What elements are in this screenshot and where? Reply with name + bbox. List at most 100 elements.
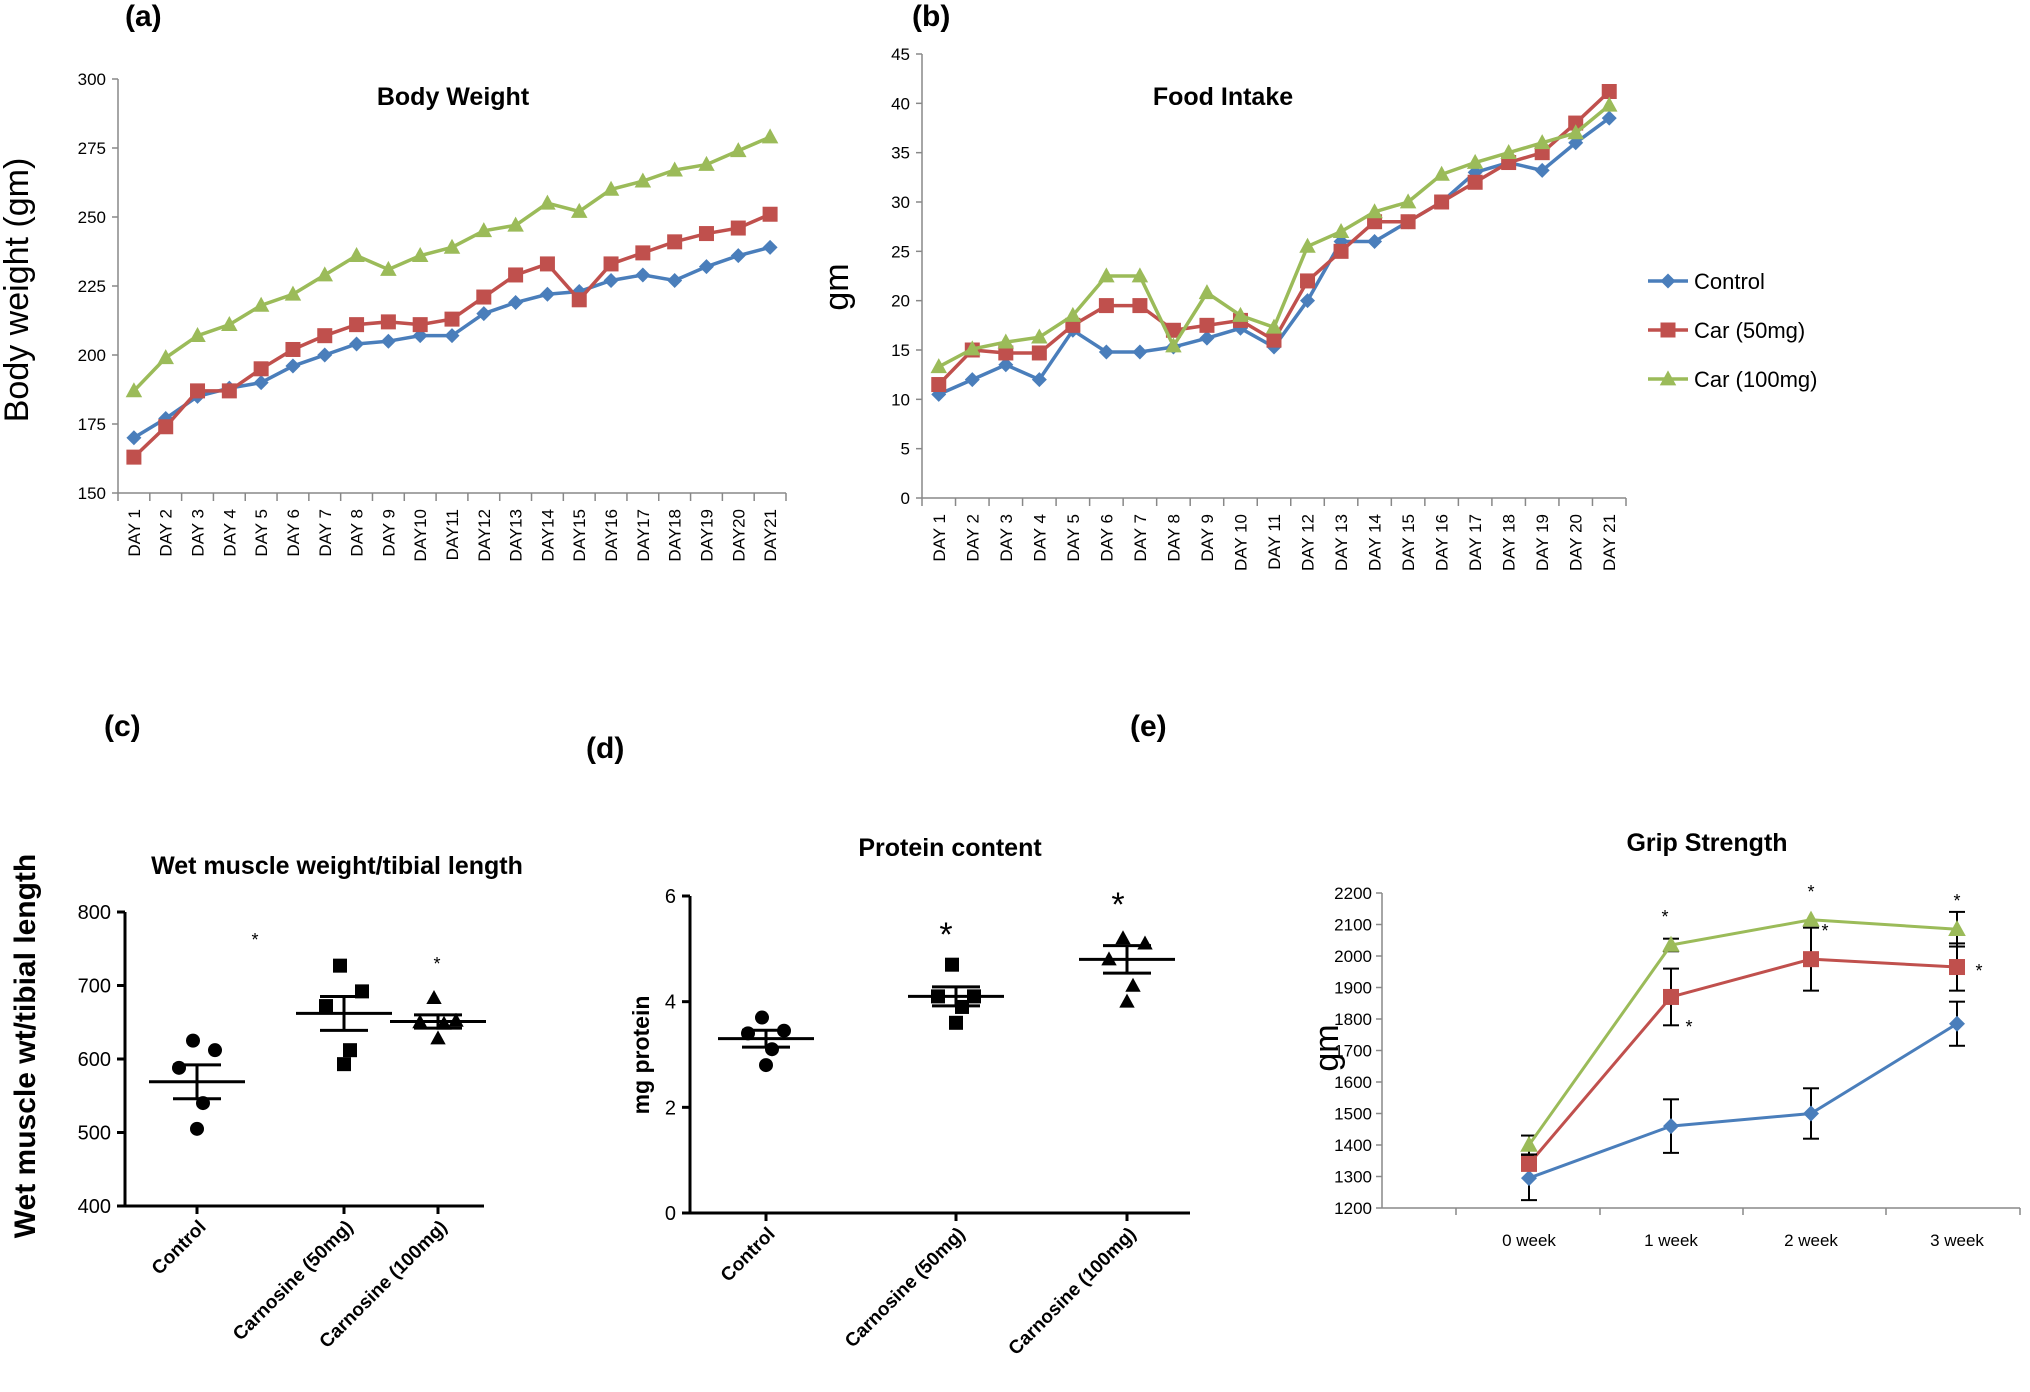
data-point: [221, 316, 238, 332]
data-point: [380, 314, 396, 330]
data-point: [1366, 203, 1383, 219]
x-tick-label: DAY 3: [189, 509, 208, 557]
data-point: [444, 328, 460, 344]
data-point: [1300, 273, 1316, 289]
y-tick-label: 6: [665, 886, 676, 908]
x-tick-label: DAY 2: [157, 509, 176, 557]
x-tick-label: DAY 17: [1466, 514, 1485, 571]
y-tick-label: 175: [78, 415, 106, 434]
y-axis-label: gm: [818, 263, 856, 310]
data-point: [1949, 1015, 1965, 1032]
data-point: [1266, 332, 1282, 348]
panel-label-b: (b): [912, 0, 950, 33]
x-tick-label: 1 week: [1644, 1231, 1698, 1250]
data-point: [698, 226, 714, 242]
data-point: [1802, 910, 1820, 927]
x-tick-label: DAY 5: [252, 509, 271, 557]
y-tick-label: 35: [891, 144, 910, 163]
data-point: [730, 220, 746, 236]
data-point: [476, 306, 492, 322]
data-point: [1601, 110, 1617, 126]
data-point: [949, 1015, 963, 1030]
series-line: [1528, 1022, 1958, 1180]
data-point: [380, 333, 396, 349]
data-point: [343, 1043, 357, 1058]
data-point: [730, 248, 746, 264]
x-tick-label: DAY 6: [1097, 514, 1116, 562]
data-point: [1125, 977, 1141, 992]
data-point: [412, 317, 428, 333]
x-tick-label: DAY 11: [1265, 514, 1284, 570]
data-point: [508, 267, 524, 283]
x-tick-label: DAY 1: [930, 514, 949, 562]
data-point: [730, 142, 747, 158]
data-point: [1115, 930, 1131, 945]
y-tick-label: 0: [901, 489, 910, 508]
data-point: [1031, 372, 1047, 388]
data-point: [253, 375, 269, 391]
data-point: [1119, 993, 1135, 1008]
y-tick-label: 2: [665, 1097, 676, 1119]
data-point: [221, 383, 237, 399]
x-tick-label: DAY 16: [1433, 514, 1452, 571]
data-point: [945, 957, 959, 972]
chart-food-intake: 0 5 10 15 20 25 30 35 40 45 DAY 1 DAY 2 DAY 3 DAY 4 DA…: [818, 45, 1817, 571]
x-tick-label: DAY 12: [1299, 514, 1318, 571]
y-tick-label: 275: [78, 139, 106, 158]
data-point: [765, 1042, 779, 1057]
data-point: [666, 161, 683, 177]
legend-marker: [1659, 370, 1677, 386]
data-point: [539, 194, 556, 210]
y-tick-label: 1300: [1334, 1168, 1372, 1187]
chart-wet-muscle: 400 500 600 700 800 Wet muscle weight/tibial …: [9, 852, 523, 1352]
data-point: [476, 289, 492, 305]
significance-star: *: [1661, 907, 1668, 927]
x-tick-label: Control: [717, 1224, 780, 1287]
x-tick-label: DAY 6: [284, 509, 303, 557]
y-tick-label: 1400: [1334, 1136, 1372, 1155]
x-tick-label: Control: [148, 1217, 211, 1280]
y-tick-label: 10: [891, 390, 910, 409]
y-tick-label: 1500: [1334, 1105, 1372, 1124]
data-point: [1199, 317, 1215, 333]
panel-label-a: (a): [125, 0, 162, 33]
significance-star: *: [1807, 882, 1814, 902]
data-point: [208, 1043, 222, 1058]
data-point: [1949, 959, 1965, 976]
y-tick-label: 225: [78, 277, 106, 296]
data-point: [436, 1015, 452, 1030]
data-point: [635, 245, 651, 261]
chart-protein-content: 0 2 4 6 Protein content mg protein Control Carn…: [628, 834, 1190, 1359]
y-tick-label: 250: [78, 208, 106, 227]
x-tick-label: DAY16: [602, 509, 621, 562]
data-point: [1165, 322, 1181, 338]
data-point: [998, 357, 1014, 373]
y-tick-label: 15: [891, 341, 910, 360]
y-tick-label: 1700: [1334, 1042, 1372, 1061]
chart-title: Wet muscle weight/tibial length: [151, 852, 523, 880]
x-tick-label: DAY10: [411, 509, 430, 562]
series-line: [1527, 918, 1958, 1146]
data-point: [319, 999, 333, 1014]
data-point: [285, 358, 301, 374]
data-point: [1165, 337, 1182, 353]
data-point: [443, 238, 461, 254]
x-tick-label: Carnosine (50mg): [841, 1224, 969, 1352]
x-tick-label: DAY11: [443, 509, 462, 560]
data-point: [349, 336, 365, 352]
data-point: [1433, 165, 1450, 181]
data-point: [1232, 306, 1249, 322]
data-point: [539, 286, 555, 302]
y-tick-label: 20: [891, 292, 910, 311]
significance-star: *: [1953, 891, 1960, 911]
x-tick-label: DAY 7: [1131, 514, 1150, 562]
data-point: [1098, 344, 1114, 360]
data-point: [539, 256, 555, 272]
x-tick-label: 3 week: [1930, 1231, 1984, 1250]
data-point: [317, 347, 333, 363]
legend-marker: [1660, 273, 1676, 289]
data-point: [570, 202, 588, 218]
x-tick-label: DAY 9: [379, 509, 398, 557]
x-tick-label: DAY19: [697, 509, 716, 562]
data-point: [762, 206, 778, 222]
